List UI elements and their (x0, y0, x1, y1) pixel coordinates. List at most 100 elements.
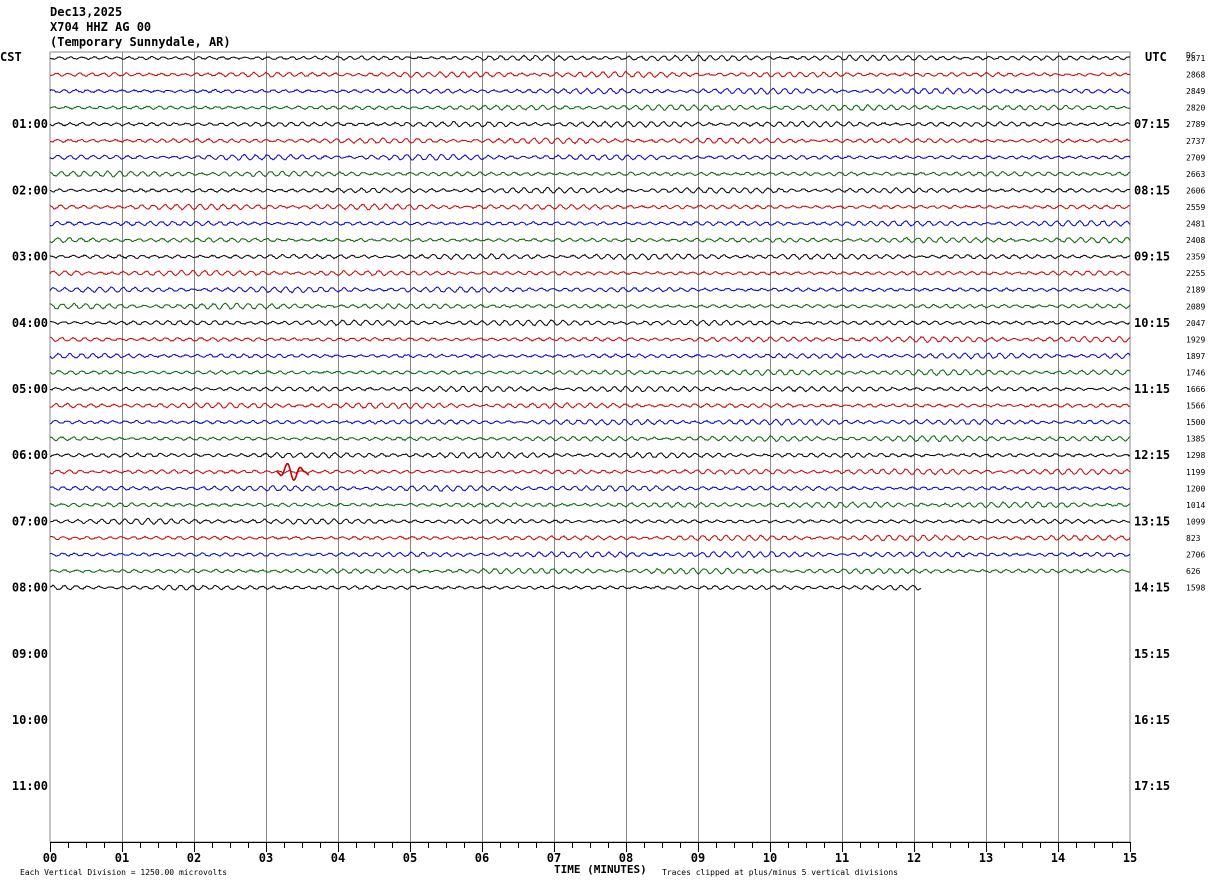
dc-offset-value: 2789 (1186, 120, 1205, 129)
utc-hour-label: 11:15 (1134, 382, 1170, 396)
seismic-trace (49, 219, 1131, 227)
seismic-trace (49, 269, 1131, 277)
cst-hour-label: 08:00 (12, 581, 48, 595)
seismic-trace (49, 236, 1131, 244)
cst-hour-label: 10:00 (12, 713, 48, 727)
dc-offset-value: 1598 (1186, 584, 1205, 593)
dc-offset-value: 1500 (1186, 418, 1205, 427)
x-tick-label: 01 (115, 851, 129, 865)
cst-hour-label: 05:00 (12, 382, 48, 396)
dc-offset-value: 2709 (1186, 153, 1205, 162)
seismic-trace (49, 468, 1131, 476)
seismic-trace (49, 54, 1131, 62)
utc-hour-label: 14:15 (1134, 581, 1170, 595)
dc-offset-value: 1746 (1186, 368, 1205, 377)
seismic-trace (49, 319, 1131, 327)
dc-offset-value: 2871 (1186, 54, 1205, 63)
seismic-trace (49, 451, 1131, 459)
dc-offset-value: 2408 (1186, 236, 1205, 245)
x-tick-label: 12 (907, 851, 921, 865)
utc-hour-label: 16:15 (1134, 713, 1170, 727)
x-tick-label: 05 (403, 851, 417, 865)
seismic-event-burst (276, 462, 310, 482)
dc-offset-value: 1014 (1186, 501, 1205, 510)
seismic-trace (49, 186, 1131, 194)
dc-offset-value: 2849 (1186, 87, 1205, 96)
x-tick-label: 08 (619, 851, 633, 865)
dc-offset-value: 1566 (1186, 402, 1205, 411)
dc-offset-value: 2868 (1186, 71, 1205, 80)
utc-hour-label: 10:15 (1134, 316, 1170, 330)
seismic-trace (49, 203, 1131, 211)
x-tick-label: 04 (331, 851, 345, 865)
x-tick-label: 11 (835, 851, 849, 865)
x-axis: 00 01 02 03 04 05 06 07 08 09 10 11 12 13 14 15 (43, 842, 1137, 865)
dc-offset-value: 1666 (1186, 385, 1205, 394)
dc-offset-value: 2663 (1186, 170, 1205, 179)
seismic-trace (49, 517, 1131, 525)
dc-offset-value: 2089 (1186, 302, 1205, 311)
seismic-trace (49, 70, 1131, 79)
utc-hour-label: 17:15 (1134, 779, 1170, 793)
x-tick-label: 15 (1123, 851, 1137, 865)
dc-offset-value: 1897 (1186, 352, 1205, 361)
seismic-trace (49, 120, 1131, 128)
seismic-trace (49, 170, 1131, 178)
utc-hour-label: 13:15 (1134, 514, 1170, 528)
seismic-trace (49, 435, 1131, 443)
seismic-trace (49, 567, 1131, 575)
cst-hour-label: 03:00 (12, 250, 48, 264)
time-labels: 01:00 02:00 03:00 04:00 05:00 06:00 07:00 08:00… (12, 117, 1170, 793)
cst-hour-label: 01:00 (12, 117, 48, 131)
seismic-trace (49, 153, 1131, 161)
vertical-division-note: Each Vertical Division = 1250.00 microvo… (20, 868, 227, 877)
dc-offset-labels: 2871 2868 2849 2820 2789 2737 2709 2663 2606 2559… (1186, 54, 1205, 593)
grid-lines (49, 51, 1131, 843)
x-tick-label: 02 (187, 851, 201, 865)
seismic-trace (49, 87, 1131, 95)
x-tick-label: 13 (979, 851, 993, 865)
seismic-trace (49, 534, 1131, 542)
dc-offset-value: 2737 (1186, 137, 1205, 146)
x-tick-label: 10 (763, 851, 777, 865)
dc-offset-value: 2189 (1186, 286, 1205, 295)
seismic-trace (49, 501, 1131, 509)
header-location: (Temporary Sunnydale, AR) (50, 35, 231, 49)
cst-hour-label: 07:00 (12, 514, 48, 528)
x-axis-title: TIME (MINUTES) (554, 863, 647, 876)
dc-offset-value: 1200 (1186, 484, 1205, 493)
dc-offset-value: 2255 (1186, 269, 1205, 278)
seismic-trace (49, 352, 1131, 360)
dc-offset-value: 626 (1186, 567, 1201, 576)
dc-offset-value: 2606 (1186, 186, 1205, 195)
x-tick-label: 09 (691, 851, 705, 865)
dc-offset-value: 1929 (1186, 335, 1205, 344)
seismic-trace (49, 253, 1131, 261)
trace-group (49, 54, 1131, 591)
utc-hour-label: 09:15 (1134, 250, 1170, 264)
seismic-trace (50, 584, 922, 591)
utc-hour-label: 07:15 (1134, 117, 1170, 131)
dc-offset-value: 1199 (1186, 468, 1205, 477)
utc-hour-label: 12:15 (1134, 448, 1170, 462)
dc-offset-value: 1099 (1186, 517, 1205, 526)
dc-offset-value: 2359 (1186, 253, 1205, 262)
seismic-trace (49, 104, 1131, 112)
x-tick-label: 07 (547, 851, 561, 865)
seismic-trace (49, 335, 1131, 343)
dc-header-label: DC (1186, 51, 1196, 60)
seismic-trace (49, 550, 1131, 559)
utc-hour-label: 15:15 (1134, 647, 1170, 661)
x-tick-label: 06 (475, 851, 489, 865)
x-tick-label: 14 (1051, 851, 1065, 865)
seismic-trace (49, 418, 1131, 426)
left-timezone-label: CST (0, 50, 22, 64)
right-timezone-label: UTC (1145, 50, 1167, 64)
dc-offset-value: 2559 (1186, 203, 1205, 212)
clipping-note: Traces clipped at plus/minus 5 vertical … (662, 868, 898, 877)
dc-offset-value: 2481 (1186, 220, 1205, 229)
seismic-trace (49, 402, 1131, 410)
seismic-trace (49, 137, 1131, 145)
dc-offset-value: 1385 (1186, 435, 1205, 444)
